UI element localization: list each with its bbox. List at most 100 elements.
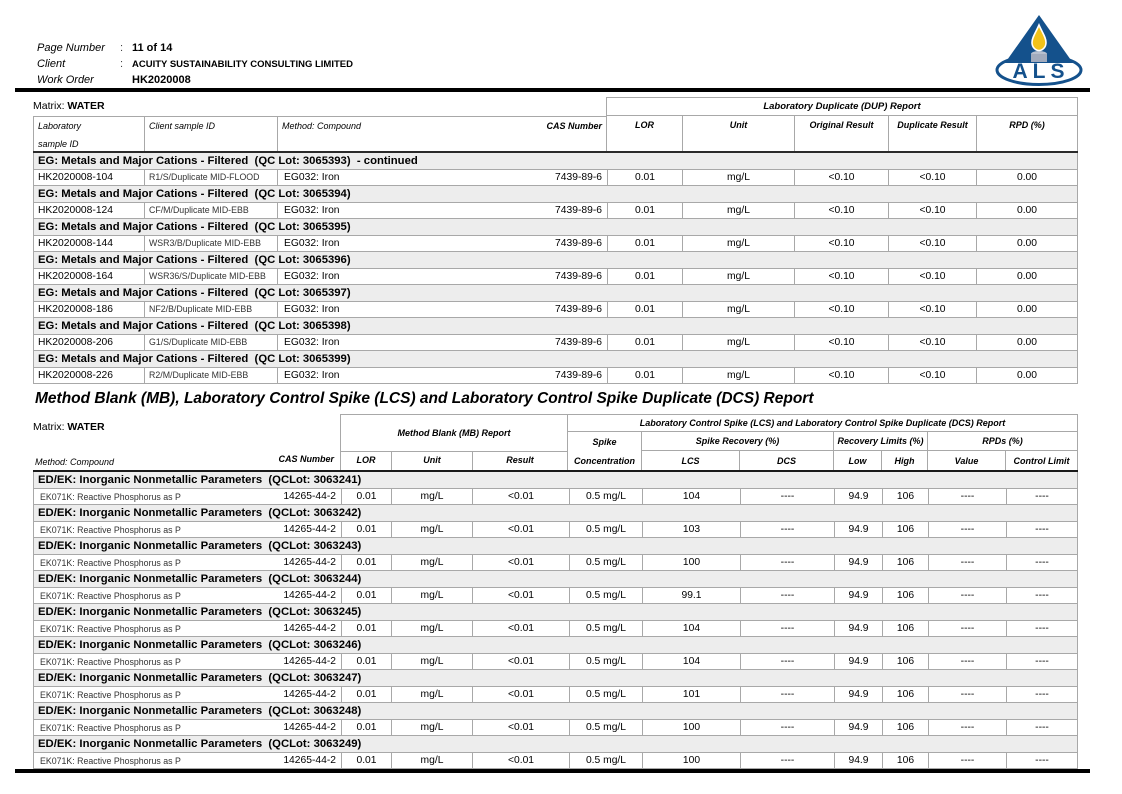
cell-spike_conc: 0.5 mg/L — [569, 522, 642, 537]
cell-unit: mg/L — [391, 588, 472, 603]
compound-text: EG032: Iron — [284, 369, 340, 381]
cas-number: 7439-89-6 — [555, 270, 602, 282]
cell-method: EK071K: Reactive Phosphorus as P 14265-44… — [34, 687, 341, 702]
section-header-row: ED/EK: Inorganic Nonmetallic Parameters … — [34, 505, 1077, 522]
col-header-lor: LOR — [635, 120, 654, 130]
col-header-concentration: Concentration — [573, 455, 635, 466]
section-header-row: ED/EK: Inorganic Nonmetallic Parameters … — [34, 472, 1077, 489]
mb-lcs-table: Method: Compound CAS Number Method Blank… — [33, 414, 1078, 769]
als-logo: ALS — [995, 13, 1083, 87]
cell-rpd: 0.00 — [976, 301, 1077, 317]
lcs-column-headers: Concentration LCS DCS Low High Value Con… — [568, 451, 1077, 470]
cell-unit: mg/L — [682, 334, 794, 350]
work-order-label: Work Order — [37, 74, 94, 86]
cell-method: EK071K: Reactive Phosphorus as P 14265-44… — [34, 588, 341, 603]
cell-original: <0.10 — [794, 334, 888, 350]
cell-result: <0.01 — [472, 588, 569, 603]
cell-dcs: ---- — [740, 654, 834, 669]
cell-spike_conc: 0.5 mg/L — [569, 588, 642, 603]
cell-method: EK071K: Reactive Phosphorus as P 14265-44… — [34, 489, 341, 504]
cell-value: ---- — [928, 654, 1006, 669]
cell-low: 94.9 — [834, 555, 882, 570]
cell-rpd: 0.00 — [976, 334, 1077, 350]
cell-high: 106 — [882, 588, 928, 603]
flame-icon — [1031, 23, 1047, 52]
cell-lab_id: HK2020008-186 — [38, 303, 113, 315]
cell-lor: 0.01 — [341, 621, 391, 636]
cell-method: EG032: Iron 7439-89-6 — [277, 235, 607, 251]
cell-dcs: ---- — [740, 720, 834, 735]
cell-high: 106 — [882, 753, 928, 768]
client-row: Client : ACUITY SUSTAINABILITY CONSULTIN… — [37, 56, 737, 72]
header-divider-rule — [15, 88, 1090, 92]
cell-duplicate: <0.10 — [888, 301, 976, 317]
cell-unit: mg/L — [682, 268, 794, 284]
cell-original: <0.10 — [794, 235, 888, 251]
cell-client_id: WSR36/S/Duplicate MID-EBB — [144, 268, 277, 284]
cell-lab_id: HK2020008-104 — [38, 171, 113, 183]
table-row: HK2020008-124 CF/M/Duplicate MID-EBB EG032… — [34, 202, 1077, 219]
col-header-recovery-limits: Recovery Limits (%) — [833, 432, 927, 451]
col-header-value: Value — [927, 451, 1005, 470]
cell-low: 94.9 — [834, 621, 882, 636]
mb-matrix-label: Matrix: WATER — [33, 421, 105, 433]
als-logo-graphic: ALS — [995, 15, 1083, 86]
cell-high: 106 — [882, 522, 928, 537]
cell-result: <0.01 — [472, 654, 569, 669]
cell-client_id: R2/M/Duplicate MID-EBB — [144, 367, 277, 383]
cell-lab_id: HK2020008-144 — [38, 237, 113, 249]
table-row: EK071K: Reactive Phosphorus as P 14265-44… — [34, 753, 1077, 769]
cell-result: <0.01 — [472, 687, 569, 702]
cell-original: <0.10 — [794, 301, 888, 317]
col-header-spike-recovery: Spike Recovery (%) — [641, 432, 833, 451]
table-row: HK2020008-186 NF2/B/Duplicate MID-EBB EG03… — [34, 301, 1077, 318]
compound-text: EG032: Iron — [284, 171, 340, 183]
cell-client_id: R1/S/Duplicate MID-FLOOD — [144, 169, 277, 185]
cell-duplicate: <0.10 — [888, 367, 976, 383]
cell-unit: mg/L — [682, 202, 794, 218]
mb-report-band-title: Method Blank (MB) Report — [341, 415, 567, 452]
cell-method: EG032: Iron 7439-89-6 — [277, 169, 607, 185]
cell-control_limit: ---- — [1006, 720, 1077, 735]
section-header-row: ED/EK: Inorganic Nonmetallic Parameters … — [34, 604, 1077, 621]
cell-lor: 0.01 — [607, 202, 682, 218]
cell-unit: mg/L — [682, 301, 794, 317]
cell-method: EK071K: Reactive Phosphorus as P 14265-44… — [34, 522, 341, 537]
cas-number: 7439-89-6 — [555, 303, 602, 315]
section-header-row: EG: Metals and Major Cations - Filtered … — [34, 284, 1077, 302]
cas-number: 14265-44-2 — [283, 623, 336, 634]
col-header-duplicate-result: Duplicate Result — [888, 116, 976, 151]
section-header-row: EG: Metals and Major Cations - Filtered … — [34, 251, 1077, 269]
cell-lab_id: HK2020008-164 — [38, 270, 113, 282]
col-header-control-limit: Control Limit — [1005, 451, 1077, 470]
cell-high: 106 — [882, 687, 928, 702]
table-row: HK2020008-226 R2/M/Duplicate MID-EBB EG032… — [34, 367, 1077, 384]
cas-number: 14265-44-2 — [283, 557, 336, 568]
mb-report-box: Method Blank (MB) Report LOR Unit Result — [340, 414, 568, 470]
cell-low: 94.9 — [834, 720, 882, 735]
compound-text: EG032: Iron — [284, 303, 340, 315]
cell-method: EG032: Iron 7439-89-6 — [277, 268, 607, 284]
cell-rpd: 0.00 — [976, 202, 1077, 218]
page-number-value: 11 of 14 — [132, 42, 173, 54]
cell-value: ---- — [928, 687, 1006, 702]
cell-unit: mg/L — [391, 621, 472, 636]
cas-number: 14265-44-2 — [283, 689, 336, 700]
cell-unit: mg/L — [391, 687, 472, 702]
col-header-rpd: RPD (%) — [976, 116, 1077, 151]
col-header-low: Low — [833, 451, 881, 470]
cell-duplicate: <0.10 — [888, 169, 976, 185]
compound-text: EG032: Iron — [284, 204, 340, 216]
matrix-value: WATER — [67, 421, 105, 433]
col-header-laboratory-sample-id: Laboratory sample ID — [34, 117, 144, 151]
matrix-prefix: Matrix: — [33, 100, 68, 112]
cell-low: 94.9 — [834, 654, 882, 669]
cas-number: 7439-89-6 — [555, 171, 602, 183]
cell-control_limit: ---- — [1006, 522, 1077, 537]
table-row: EK071K: Reactive Phosphorus as P 14265-44… — [34, 588, 1077, 604]
cell-value: ---- — [928, 621, 1006, 636]
dup-report-box: Laboratory Duplicate (DUP) Report LOR Un… — [606, 97, 1078, 151]
col-header-cas: CAS Number — [278, 454, 334, 464]
mb-lcs-table-body: ED/EK: Inorganic Nonmetallic Parameters … — [33, 472, 1078, 769]
cell-rpd: 0.00 — [976, 268, 1077, 284]
